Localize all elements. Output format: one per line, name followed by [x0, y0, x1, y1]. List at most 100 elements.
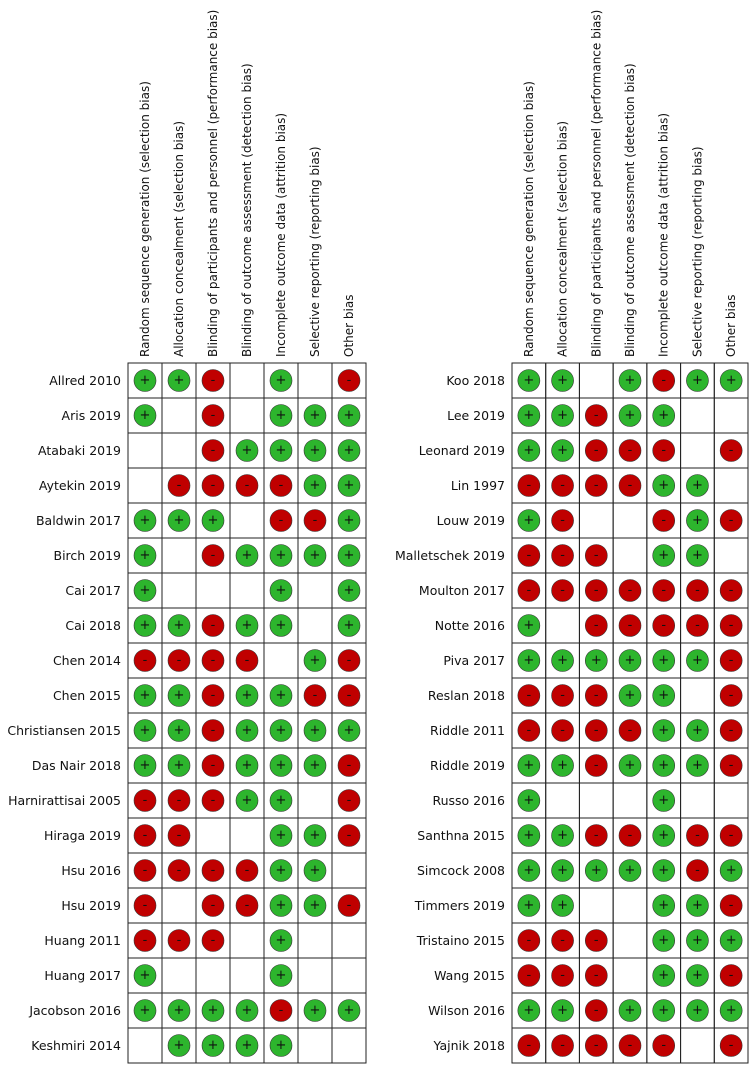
judgment-symbol: - — [729, 513, 734, 528]
judgment-symbol: + — [692, 933, 703, 948]
judgment-circle — [719, 684, 743, 707]
domain-header: Incomplete outcome data (attrition bias) — [657, 113, 671, 357]
judgment-circle — [201, 859, 225, 882]
judgment-circle — [686, 929, 709, 952]
judgment-symbol: - — [347, 373, 352, 388]
judgment-symbol: - — [211, 653, 216, 668]
judgment-symbol: - — [143, 828, 148, 843]
judgment-symbol: - — [661, 443, 666, 458]
judgment-circle — [618, 859, 642, 882]
judgment-circle — [551, 439, 574, 462]
judgment-circle — [652, 509, 676, 532]
judgment-circle — [551, 369, 574, 392]
domain-header: Selective reporting (reporting bias) — [690, 146, 704, 357]
judgment-symbol: + — [276, 618, 287, 633]
judgment-symbol: + — [344, 583, 355, 598]
judgment-circle — [719, 824, 743, 847]
judgment-circle — [269, 1034, 293, 1057]
study-name: Cai 2017 — [65, 583, 121, 598]
judgment-circle — [517, 1034, 541, 1057]
judgment-symbol: + — [276, 1038, 287, 1053]
judgment-symbol: + — [692, 653, 703, 668]
judgment-symbol: + — [174, 723, 185, 738]
judgment-circle — [303, 999, 327, 1022]
judgment-circle — [303, 509, 327, 532]
judgment-symbol: + — [658, 793, 669, 808]
judgment-symbol: + — [557, 1003, 568, 1018]
cell — [161, 537, 197, 574]
cell — [680, 782, 715, 819]
judgment-circle — [517, 719, 541, 742]
cell — [229, 572, 265, 609]
judgment-circle — [517, 404, 541, 427]
judgment-symbol: + — [658, 758, 669, 773]
judgment-circle — [201, 474, 225, 497]
judgment-circle — [133, 614, 157, 637]
judgment-symbol: + — [557, 443, 568, 458]
judgment-symbol: + — [625, 373, 636, 388]
judgment-circle — [269, 754, 293, 777]
judgment-circle — [167, 509, 191, 532]
judgment-circle — [201, 999, 225, 1022]
judgment-circle — [517, 474, 541, 497]
judgment-symbol: - — [211, 548, 216, 563]
judgment-circle — [652, 544, 676, 567]
judgment-symbol: + — [523, 408, 534, 423]
judgment-circle — [269, 894, 293, 917]
judgment-circle — [719, 649, 743, 672]
judgment-circle — [167, 789, 191, 812]
judgment-circle — [686, 544, 709, 567]
judgment-symbol: - — [729, 688, 734, 703]
judgment-circle — [201, 1034, 225, 1057]
cell — [297, 782, 333, 819]
cell — [297, 922, 333, 959]
judgment-symbol: + — [242, 443, 253, 458]
cell — [229, 957, 265, 994]
judgment-symbol: + — [658, 898, 669, 913]
judgment-circle — [686, 859, 709, 882]
cell — [229, 397, 265, 434]
judgment-symbol: - — [729, 653, 734, 668]
judgment-circle — [686, 894, 709, 917]
judgment-symbol: - — [347, 828, 352, 843]
cell — [612, 537, 648, 574]
judgment-symbol: - — [177, 653, 182, 668]
judgment-symbol: - — [560, 968, 565, 983]
judgment-symbol: - — [560, 548, 565, 563]
cell — [612, 957, 648, 994]
judgment-circle — [584, 404, 608, 427]
judgment-symbol: - — [143, 863, 148, 878]
judgment-symbol: + — [523, 618, 534, 633]
judgment-symbol: + — [658, 478, 669, 493]
judgment-symbol: - — [527, 548, 532, 563]
judgment-symbol: - — [211, 373, 216, 388]
judgment-symbol: + — [692, 1003, 703, 1018]
judgment-symbol: + — [591, 863, 602, 878]
judgment-circle — [517, 964, 541, 987]
study-name: Atabaki 2019 — [38, 443, 121, 458]
judgment-symbol: - — [177, 828, 182, 843]
judgment-circle — [337, 789, 361, 812]
judgment-circle — [167, 754, 191, 777]
judgment-circle — [517, 894, 541, 917]
judgment-symbol: - — [211, 688, 216, 703]
judgment-circle — [337, 999, 361, 1022]
study-name: Das Nair 2018 — [32, 758, 121, 773]
judgment-circle — [551, 894, 574, 917]
judgment-circle — [303, 719, 327, 742]
judgment-circle — [686, 999, 709, 1022]
judgment-symbol: + — [310, 443, 321, 458]
judgment-circle — [235, 614, 259, 637]
judgment-symbol: - — [661, 1038, 666, 1053]
judgment-circle — [652, 824, 676, 847]
judgment-symbol: - — [729, 758, 734, 773]
judgment-circle — [303, 824, 327, 847]
judgment-symbol: - — [594, 548, 599, 563]
panel: Random sequence generation (selection bi… — [395, 10, 749, 1064]
judgment-symbol: - — [729, 1038, 734, 1053]
judgment-circle — [167, 474, 191, 497]
judgment-circle — [269, 789, 293, 812]
judgment-symbol: + — [692, 373, 703, 388]
judgment-symbol: - — [661, 373, 666, 388]
domain-header: Blinding of participants and personnel (… — [206, 10, 220, 357]
